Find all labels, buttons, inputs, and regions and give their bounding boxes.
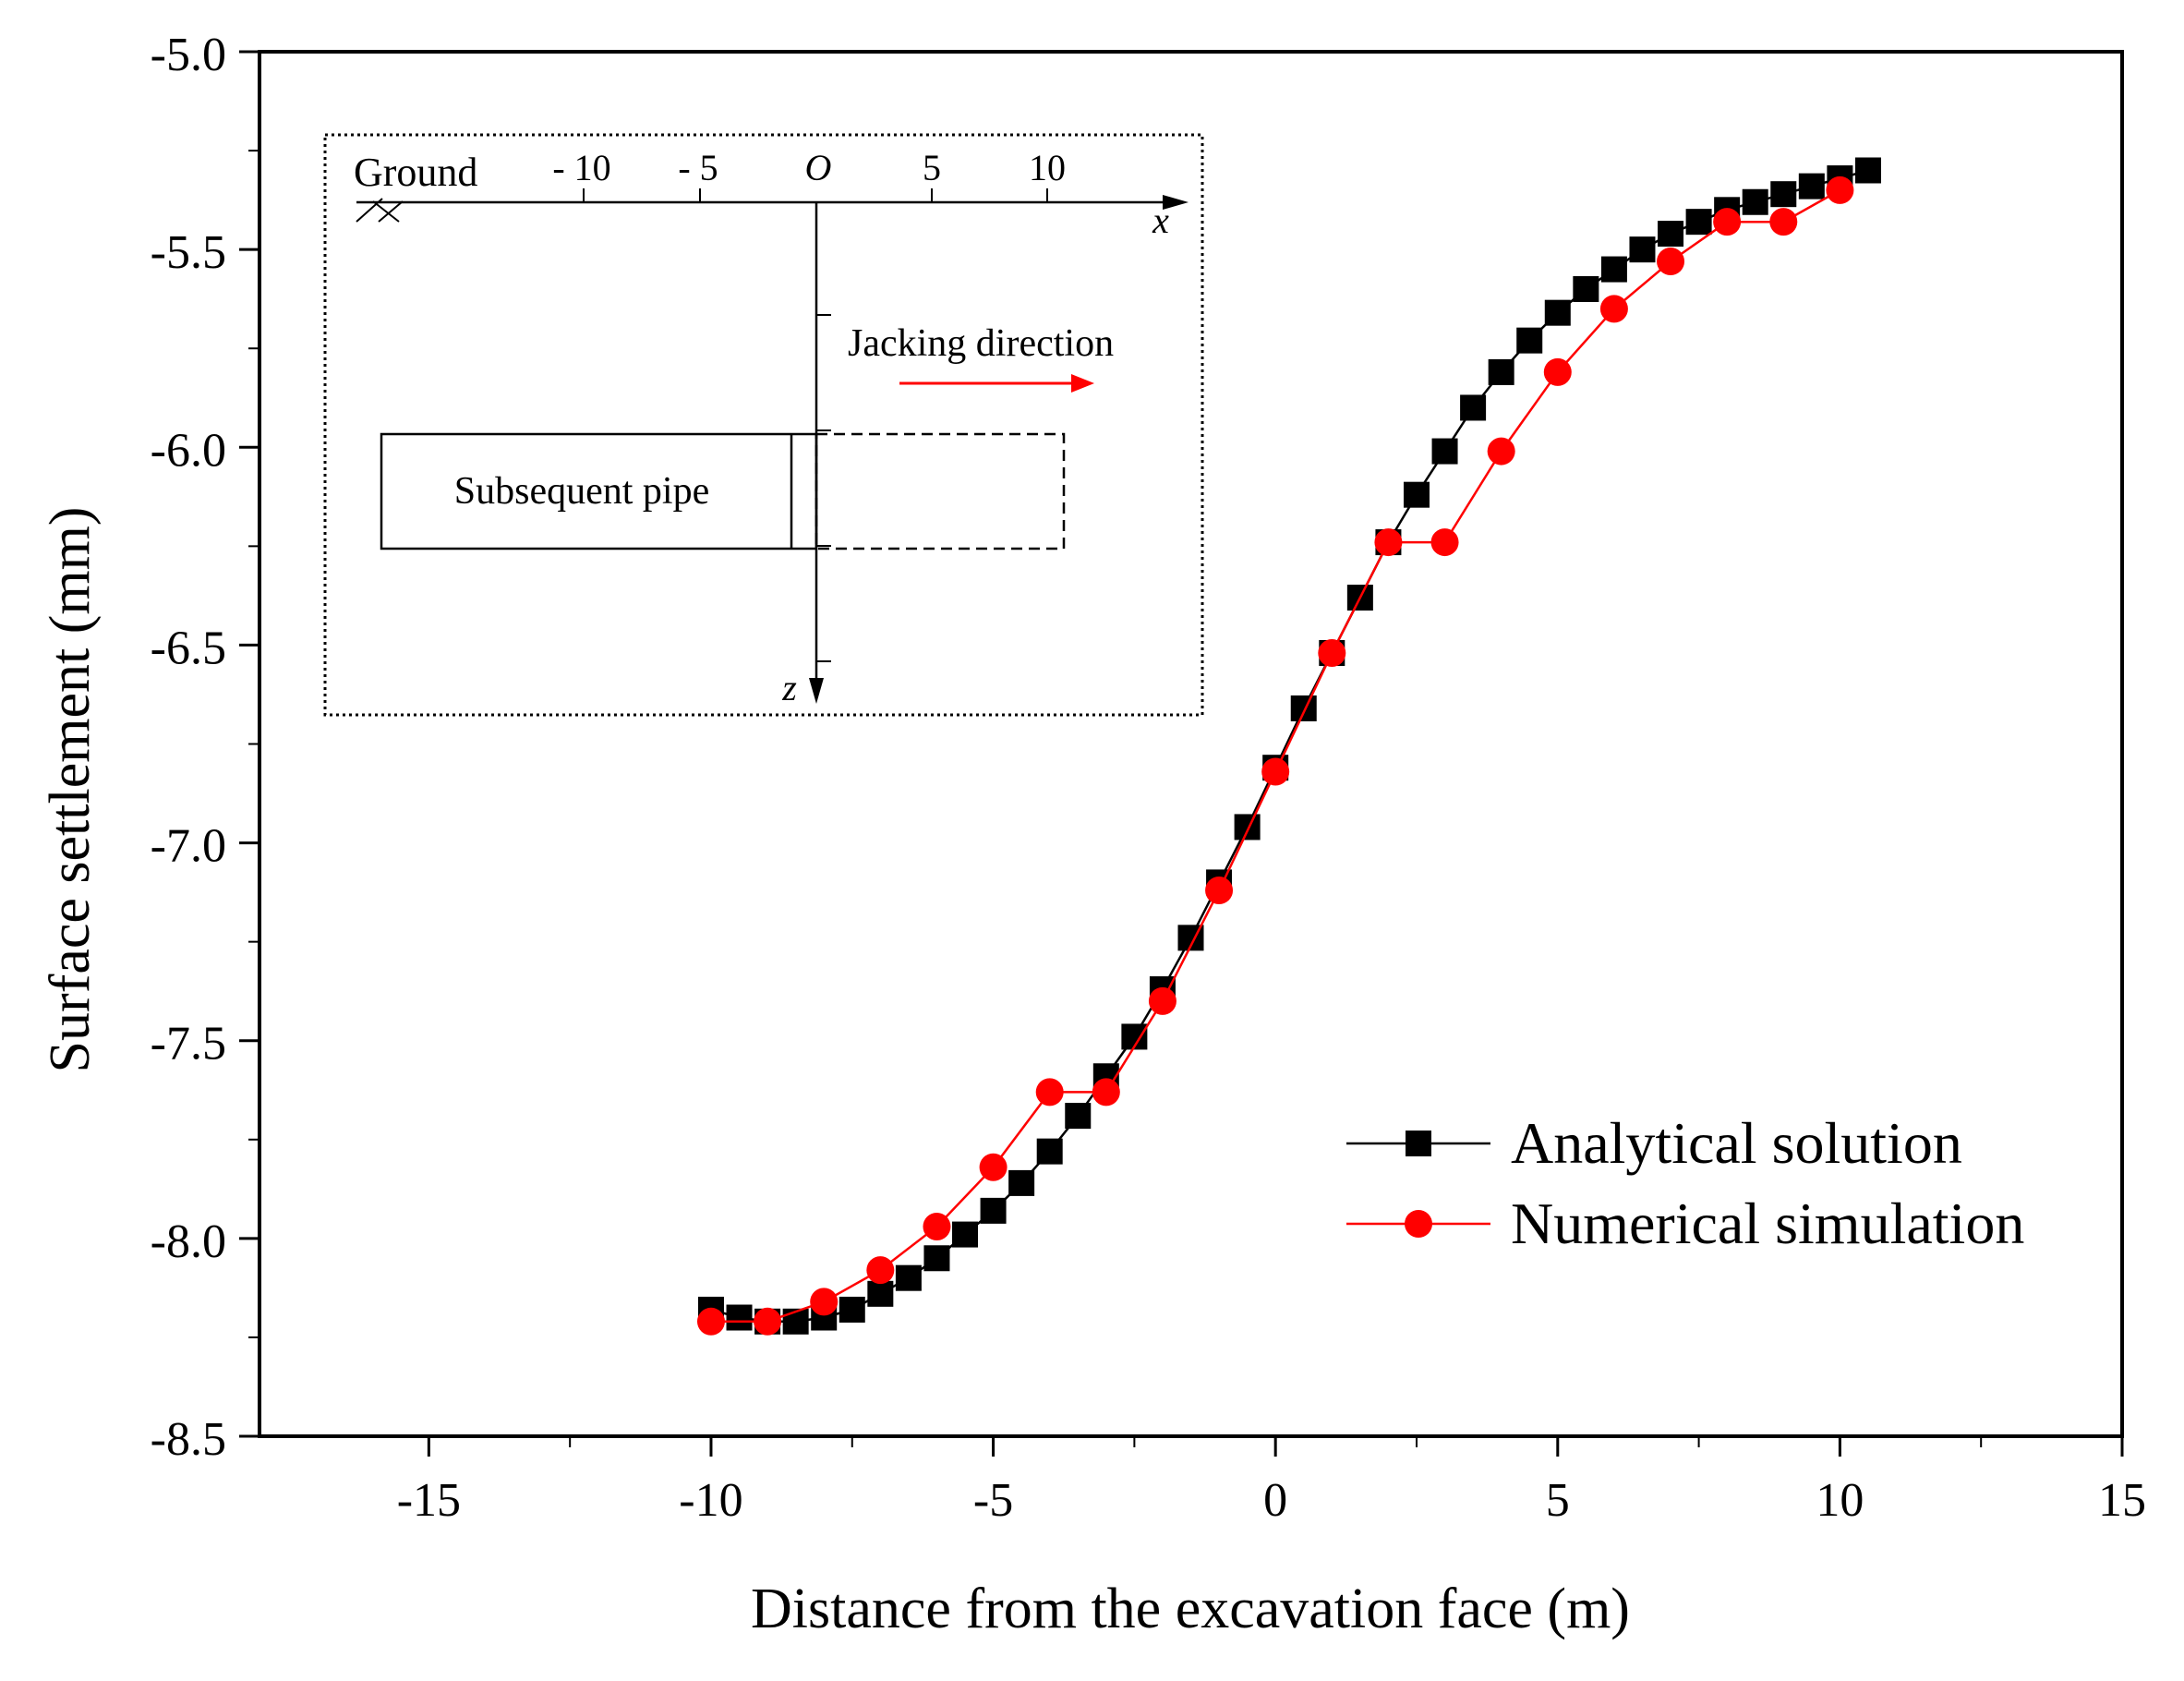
inset-x-ticks	[583, 188, 1048, 202]
data-point-square	[1854, 157, 1881, 184]
data-point-circle	[1205, 876, 1234, 904]
data-point-circle	[866, 1256, 895, 1285]
y-axis: -8.5 -8.0 -7.5 -7.0 -6.5 -6.0 -5.5 -5.0	[151, 29, 259, 1466]
y-axis-label: Surface settlement (mm)	[39, 507, 102, 1073]
data-point-circle	[1430, 528, 1459, 557]
data-point-square	[1403, 481, 1430, 508]
inset-frame	[323, 133, 1204, 717]
data-point-square	[1658, 221, 1684, 248]
x-tick-label: 5	[1546, 1474, 1570, 1527]
data-point-circle	[810, 1288, 839, 1316]
data-point-square	[1488, 358, 1514, 385]
inset-direction-label: Jacking direction	[848, 322, 1114, 365]
series-layer	[696, 157, 1881, 1336]
data-point-square	[1629, 236, 1656, 263]
x-tick-label: 15	[2098, 1474, 2146, 1527]
data-point-square	[1516, 327, 1543, 354]
data-point-circle	[979, 1153, 1008, 1181]
data-point-circle	[1769, 208, 1798, 236]
series-analytical	[697, 157, 1881, 1335]
y-tick-label: -7.5	[151, 1018, 226, 1070]
x-axis: -15 -10 -5 0 5 10 15	[397, 1436, 2146, 1527]
data-point-square	[1065, 1103, 1092, 1130]
data-point-square	[1008, 1169, 1035, 1196]
inset-x-arrow-icon	[1163, 195, 1189, 210]
data-point-square	[1685, 209, 1712, 236]
inset-z-ticks	[816, 314, 831, 662]
data-point-square	[1600, 256, 1627, 283]
data-point-square	[1431, 438, 1458, 465]
data-point-square	[1742, 188, 1768, 215]
y-tick-label: -7.0	[151, 820, 226, 873]
data-point-square	[839, 1296, 865, 1323]
x-tick-label: 10	[1816, 1474, 1864, 1527]
data-point-circle	[754, 1307, 782, 1336]
data-point-square	[1544, 299, 1571, 326]
legend-label-numerical: Numerical simulation	[1511, 1191, 2024, 1256]
legend-marker-circle-icon	[1405, 1210, 1432, 1238]
data-point-square	[980, 1197, 1007, 1224]
data-point-circle	[1035, 1078, 1064, 1107]
x-tick-label: -10	[679, 1474, 742, 1527]
data-point-circle	[1713, 208, 1742, 236]
data-point-square	[1460, 394, 1487, 421]
data-point-square	[952, 1221, 979, 1248]
data-point-circle	[696, 1307, 725, 1336]
inset-z-axis-label: z	[781, 667, 797, 708]
data-point-square	[895, 1264, 922, 1291]
data-point-circle	[1826, 175, 1854, 204]
data-point-circle	[1487, 437, 1515, 466]
data-point-circle	[1599, 295, 1628, 323]
legend: Analytical solution Numerical simulation	[1346, 1110, 2024, 1256]
inset-tick-label: - 10	[552, 147, 610, 188]
data-point-square	[1234, 814, 1261, 840]
y-tick-label: -5.5	[151, 226, 226, 279]
data-point-circle	[1318, 638, 1346, 667]
data-point-circle	[1657, 247, 1685, 275]
y-tick-label: -6.5	[151, 622, 226, 674]
data-point-square	[726, 1304, 753, 1331]
inset-z-arrow-icon	[809, 678, 824, 704]
inset-ground-label: Ground	[354, 150, 477, 195]
y-tick-label: -5.0	[151, 29, 226, 81]
legend-marker-square-icon	[1406, 1131, 1431, 1156]
data-point-circle	[1148, 986, 1176, 1015]
data-point-square	[867, 1280, 894, 1307]
data-point-circle	[1374, 528, 1403, 557]
data-point-circle	[1261, 757, 1290, 786]
data-point-circle	[1543, 357, 1572, 386]
data-point-square	[923, 1245, 950, 1272]
data-point-circle	[1092, 1078, 1120, 1107]
inset-tick-label: 5	[923, 147, 941, 188]
inset-pipe-label: Subsequent pipe	[454, 470, 709, 513]
series-numerical	[696, 175, 1854, 1336]
x-tick-label: 0	[1263, 1474, 1287, 1527]
data-point-square	[1770, 181, 1797, 208]
x-tick-label: -15	[397, 1474, 461, 1527]
data-point-square	[782, 1308, 809, 1335]
next-pipe-dashed	[814, 432, 1066, 550]
data-point-square	[1036, 1138, 1063, 1165]
inset-tick-label: 10	[1029, 147, 1066, 188]
inset-origin-label: O	[805, 147, 832, 188]
jacking-arrowhead-icon	[1071, 374, 1094, 393]
data-point-square	[1290, 695, 1317, 721]
data-point-square	[1798, 173, 1825, 200]
inset-tick-label: - 5	[678, 147, 718, 188]
legend-label-analytical: Analytical solution	[1511, 1110, 1962, 1176]
x-tick-label: -5	[973, 1474, 1013, 1527]
inset-x-axis-label: x	[1152, 200, 1169, 241]
x-axis-label: Distance from the excavation face (m)	[751, 1578, 1630, 1640]
data-point-square	[1573, 275, 1599, 302]
y-tick-label: -8.0	[151, 1215, 226, 1268]
y-tick-label: -8.5	[151, 1413, 226, 1466]
y-tick-label: -6.0	[151, 424, 226, 477]
inset-diagram: Ground - 10 - 5 O 5 10 x z Jacking direc…	[323, 133, 1204, 717]
data-point-circle	[923, 1213, 951, 1241]
